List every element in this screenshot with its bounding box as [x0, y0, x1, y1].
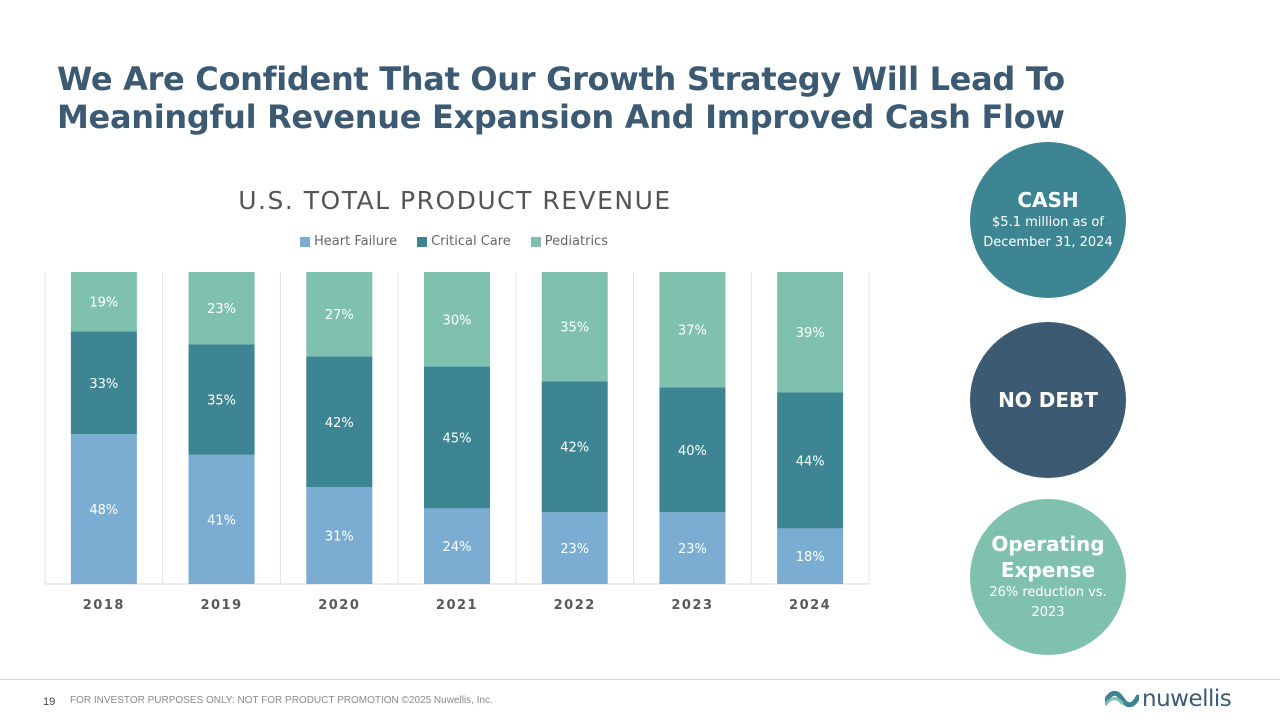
bar-critical-care-2019: [188, 344, 255, 455]
bar-heart-failure-2024: [777, 528, 844, 584]
bar-pediatrics-2019: [188, 272, 255, 345]
operating-expense-circle: Operating Expense 26% reduction vs. 2023: [970, 499, 1126, 655]
legend-label-pediatrics: Pediatrics: [544, 234, 608, 249]
bar-heart-failure-2023: [659, 512, 726, 584]
slide-title: We Are Confident That Our Growth Strateg…: [57, 60, 1077, 136]
revenue-stacked-bar-chart: 48% 33% 19% 2018 41% 35% 23% 2019 31% 42% 27% 2020 2…: [44, 272, 870, 613]
bar-heart-failure-2018: [70, 434, 137, 584]
x-tick-label-2019: 2019: [200, 598, 242, 613]
footer-disclaimer: FOR INVESTOR PURPOSES ONLY: NOT FOR PROD…: [70, 695, 493, 706]
data-label-pediatrics-2022: 35%: [560, 321, 589, 336]
bar-heart-failure-2019: [188, 454, 255, 584]
x-tick-label-2021: 2021: [436, 598, 478, 613]
operating-expense-heading: Operating Expense: [991, 532, 1105, 582]
data-label-heart-failure-2018: 48%: [89, 503, 118, 518]
legend-swatch-pediatrics: [530, 236, 541, 247]
bar-critical-care-2020: [306, 356, 373, 488]
data-label-critical-care-2019: 35%: [207, 394, 236, 409]
data-label-critical-care-2024: 44%: [796, 454, 825, 469]
data-label-critical-care-2018: 33%: [89, 377, 118, 392]
logo-text: nuwellis: [1142, 686, 1232, 712]
bar-pediatrics-2020: [306, 272, 373, 357]
legend-label-critical-care: Critical Care: [431, 234, 511, 249]
cash-heading: CASH: [1017, 188, 1079, 212]
company-logo: nuwellis: [1105, 686, 1232, 712]
bar-pediatrics-2018: [70, 272, 137, 332]
bar-critical-care-2023: [659, 387, 726, 513]
cash-text: $5.1 million as of December 31, 2024: [983, 215, 1113, 250]
cash-circle: CASH $5.1 million as of December 31, 202…: [970, 142, 1126, 298]
legend-swatch-critical-care: [417, 236, 428, 247]
bar-heart-failure-2021: [424, 508, 490, 584]
data-label-critical-care-2022: 42%: [560, 441, 589, 456]
data-label-critical-care-2021: 45%: [443, 431, 472, 446]
data-label-critical-care-2023: 40%: [678, 444, 707, 459]
slide-title-line-1: We Are Confident That Our Growth Strateg…: [57, 60, 1065, 98]
bar-critical-care-2021: [424, 366, 490, 509]
legend-item-critical-care: Critical Care: [417, 234, 511, 249]
logo-wave-icon: [1105, 690, 1139, 708]
bar-heart-failure-2022: [541, 512, 608, 584]
bar-pediatrics-2022: [541, 272, 608, 382]
chart-legend: Heart Failure Critical Care Pediatrics: [300, 234, 608, 249]
data-label-heart-failure-2022: 23%: [560, 542, 589, 557]
data-label-pediatrics-2023: 37%: [678, 324, 707, 339]
data-label-critical-care-2020: 42%: [325, 416, 354, 431]
footer-divider: [0, 679, 1280, 680]
slide-title-line-2: Meaningful Revenue Expansion And Improve…: [57, 98, 1065, 136]
legend-item-heart-failure: Heart Failure: [300, 234, 397, 249]
x-tick-label-2020: 2020: [318, 598, 360, 613]
legend-label-heart-failure: Heart Failure: [314, 234, 398, 249]
bar-pediatrics-2024: [777, 272, 844, 393]
x-tick-label-2024: 2024: [789, 598, 831, 613]
x-tick-label-2018: 2018: [83, 598, 125, 613]
page-number: 19: [43, 696, 56, 708]
no-debt-circle: NO DEBT: [970, 322, 1126, 478]
data-label-heart-failure-2021: 24%: [443, 540, 472, 555]
operating-expense-text: 26% reduction vs. 2023: [989, 585, 1107, 620]
data-label-heart-failure-2019: 41%: [207, 513, 236, 528]
data-label-heart-failure-2023: 23%: [678, 542, 707, 557]
data-label-pediatrics-2021: 30%: [443, 313, 472, 328]
x-tick-label-2023: 2023: [671, 598, 713, 613]
data-label-heart-failure-2024: 18%: [796, 550, 825, 565]
legend-swatch-heart-failure: [300, 236, 310, 247]
data-label-heart-failure-2020: 31%: [325, 530, 354, 545]
bar-pediatrics-2021: [424, 272, 490, 367]
data-label-pediatrics-2018: 19%: [89, 296, 118, 311]
bar-critical-care-2018: [70, 331, 137, 435]
data-label-pediatrics-2024: 39%: [796, 326, 825, 341]
data-label-pediatrics-2020: 27%: [325, 308, 354, 323]
bar-critical-care-2022: [541, 381, 608, 513]
chart-title: U.S. TOTAL PRODUCT REVENUE: [238, 186, 672, 215]
bar-critical-care-2024: [777, 392, 844, 529]
x-tick-label-2022: 2022: [554, 598, 596, 613]
legend-item-pediatrics: Pediatrics: [530, 234, 608, 249]
no-debt-heading: NO DEBT: [998, 388, 1098, 412]
data-label-pediatrics-2019: 23%: [207, 302, 236, 317]
bar-pediatrics-2023: [659, 272, 726, 388]
bar-heart-failure-2020: [306, 487, 373, 584]
